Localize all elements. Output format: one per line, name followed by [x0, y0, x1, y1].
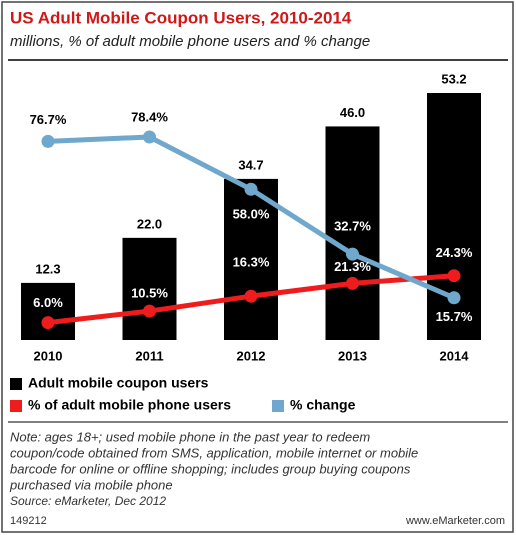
point: [244, 289, 258, 303]
legend-label: % of adult mobile phone users: [28, 397, 231, 413]
point: [447, 269, 461, 283]
legend-label: Adult mobile coupon users: [28, 375, 209, 391]
bar: [21, 282, 75, 340]
bar: [224, 178, 278, 340]
legend-label: % change: [290, 397, 356, 413]
line-value-label: 78.4%: [131, 109, 168, 124]
line-value-label: 16.3%: [233, 255, 270, 270]
x-tick-label: 2013: [338, 348, 367, 363]
bar-value-label: 34.7: [238, 157, 263, 172]
note: barcode for online or offline shopping; …: [10, 461, 411, 476]
line-value-label: 24.3%: [436, 245, 473, 260]
point: [346, 276, 359, 290]
x-tick-label: 2011: [135, 348, 163, 363]
note: coupon/code obtained from SMS, applicati…: [10, 445, 418, 460]
bar-value-label: 53.2: [441, 71, 466, 86]
point: [143, 130, 156, 144]
point: [244, 182, 258, 196]
point: [41, 134, 55, 148]
x-tick-label: 2014: [440, 348, 470, 363]
bar: [325, 126, 380, 340]
point: [41, 316, 55, 330]
legend-swatch: [10, 378, 22, 390]
legend-swatch: [10, 400, 22, 412]
note: purchased via mobile phone: [9, 477, 173, 492]
line-value-label: 21.3%: [334, 259, 371, 274]
bar-value-label: 12.3: [35, 261, 60, 276]
chart-id: 149212: [10, 515, 47, 527]
bar-value-label: 22.0: [137, 216, 162, 231]
bar-value-label: 46.0: [340, 105, 365, 120]
chart-title: US Adult Mobile Coupon Users, 2010-2014: [10, 8, 352, 27]
credit: www.eMarketer.com: [405, 515, 505, 527]
line-value-label: 32.7%: [334, 219, 371, 234]
line-value-label: 6.0%: [33, 295, 63, 310]
x-tick-label: 2010: [34, 348, 63, 363]
line-value-label: 10.5%: [131, 286, 168, 301]
chart-subtitle: millions, % of adult mobile phone users …: [10, 33, 370, 50]
bar: [122, 237, 177, 340]
point: [447, 291, 461, 305]
legend-swatch: [272, 400, 284, 412]
note: Note: ages 18+; used mobile phone in the…: [10, 429, 370, 444]
point: [346, 247, 359, 261]
x-tick-label: 2012: [237, 348, 266, 363]
source: Source: eMarketer, Dec 2012: [10, 494, 166, 508]
line-value-label: 15.7%: [436, 309, 473, 324]
line-value-label: 58.0%: [233, 207, 270, 222]
line-value-label: 76.7%: [30, 112, 67, 127]
point: [143, 304, 156, 318]
